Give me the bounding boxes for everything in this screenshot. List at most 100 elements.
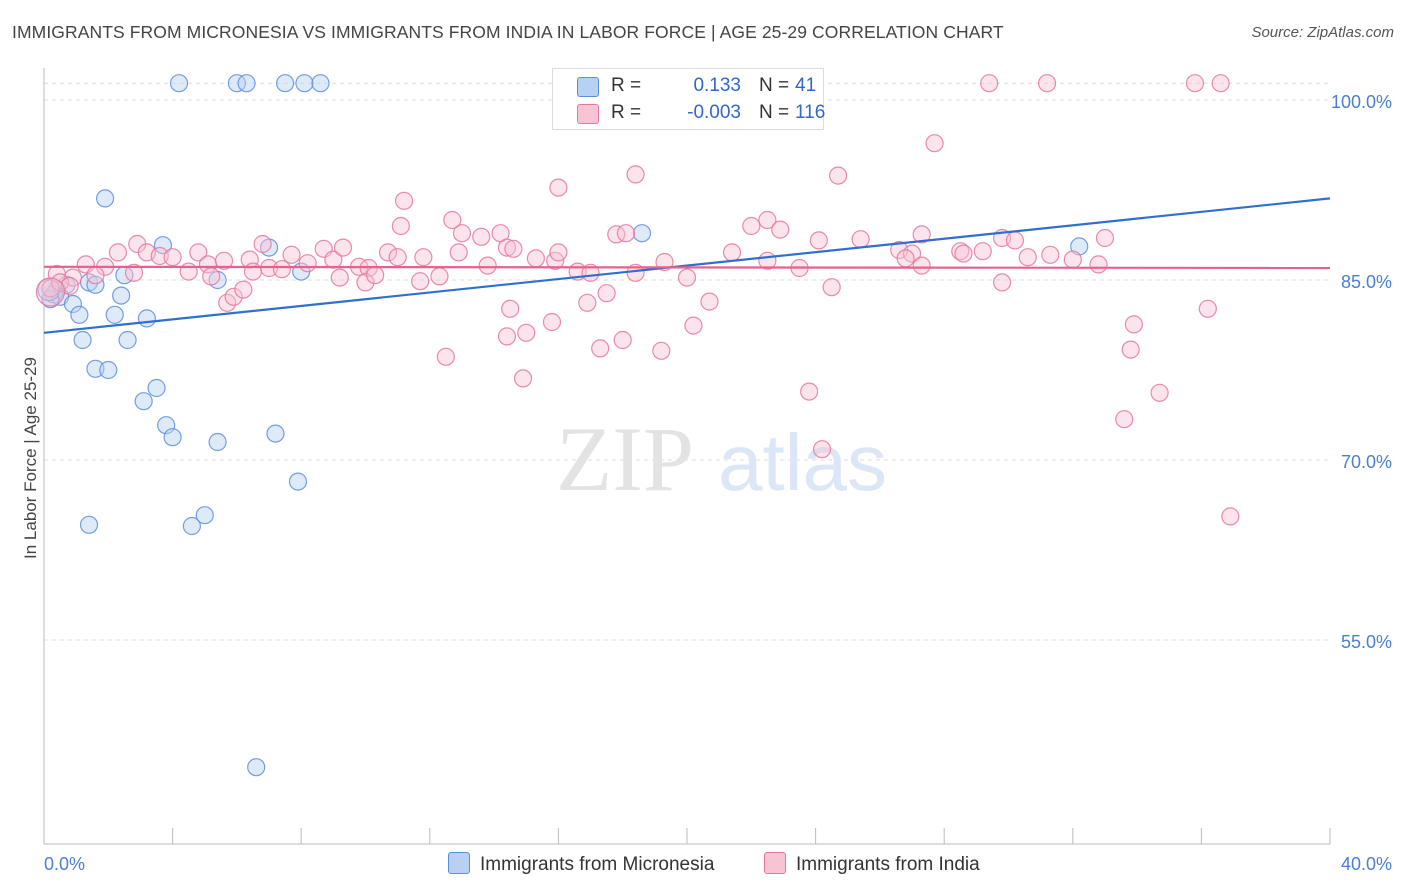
point-india [41,279,60,298]
point-india [163,248,182,267]
point-india [330,268,349,287]
point-india [1095,228,1115,248]
swatch-micronesia [577,77,599,97]
point-india [607,225,626,244]
legend-item-india[interactable]: Immigrants from India [764,852,980,878]
point-india [951,242,970,261]
trend-line-india [43,265,1331,270]
point-india [800,382,819,401]
point-india [851,230,870,249]
point-india [449,243,468,262]
point-india [896,249,915,268]
point-india [388,248,407,267]
point-india [436,347,455,366]
point-india [501,299,520,318]
point-india [1124,315,1143,334]
point-india [526,249,545,268]
point-india [1005,231,1025,250]
r-label: R = [611,102,642,123]
point-india [478,256,497,275]
point-micronesia [112,286,131,305]
point-india [366,266,385,285]
point-india [742,216,761,236]
point-micronesia [79,515,99,534]
point-india [60,276,79,296]
point-india [626,165,645,184]
point-india [597,284,616,303]
point-india [243,262,263,281]
point-india [430,267,449,286]
point-india [954,244,973,263]
point-india [1037,74,1057,93]
point-india [472,227,491,246]
point-india [542,312,562,332]
legend-swatch-micronesia [448,852,470,874]
point-india [1121,340,1140,359]
watermark: ZIP atlas [556,408,887,510]
point-india [234,280,253,299]
point-micronesia [95,189,115,208]
point-india [549,243,568,262]
legend-swatch-india [764,852,786,874]
point-micronesia [237,74,256,93]
point-micronesia [147,378,166,398]
y-tick-label: 100.0% [1331,92,1392,112]
point-india [992,273,1012,292]
y-tick-label: 55.0% [1341,632,1392,652]
point-micronesia [137,309,156,328]
point-micronesia [208,432,227,452]
point-india [1115,410,1134,429]
point-india [497,327,517,346]
point-india [513,369,533,388]
point-india [549,178,568,197]
point-india [214,251,234,270]
point-india [391,216,410,236]
point-india [616,224,636,243]
point-india [443,210,462,230]
point-india [613,330,632,350]
point-india [812,440,832,459]
point-india [652,341,671,360]
point-india [124,263,144,282]
point-india [333,238,353,257]
stats-legend: R = 0.133 N = 41 R = -0.003 N = 116 [552,68,826,130]
legend-item-micronesia[interactable]: Immigrants from Micronesia [448,852,714,878]
point-india [356,273,375,292]
r-value: -0.003 [687,102,741,123]
point-india [504,239,523,258]
point-india [1063,250,1082,269]
point-india [1150,383,1169,402]
point-india [1041,245,1060,264]
point-micronesia [105,305,124,324]
point-micronesia [70,305,89,324]
point-india [973,242,992,261]
point-india [272,260,292,279]
point-micronesia [41,290,60,309]
n-value: 116 [795,102,826,123]
x-tick-label: 40.0% [1341,854,1392,874]
point-india [809,231,828,250]
point-india [771,220,790,239]
point-india [1211,74,1230,93]
point-micronesia [195,506,214,525]
point-india [829,166,848,185]
point-india [1018,248,1037,267]
point-micronesia [247,758,266,777]
point-india [655,252,674,272]
point-india [282,245,301,264]
point-india [394,191,414,210]
point-india [224,287,243,306]
r-value: 0.133 [693,75,741,96]
point-micronesia [632,224,652,243]
point-india [578,293,597,312]
point-india [35,277,66,307]
point-india [298,254,317,273]
point-india [253,234,272,254]
gridlines [44,82,1330,641]
point-india [378,243,398,262]
point-india [189,243,208,262]
watermark-zip: ZIP [556,408,694,510]
point-micronesia [288,472,308,491]
point-india [912,225,931,244]
